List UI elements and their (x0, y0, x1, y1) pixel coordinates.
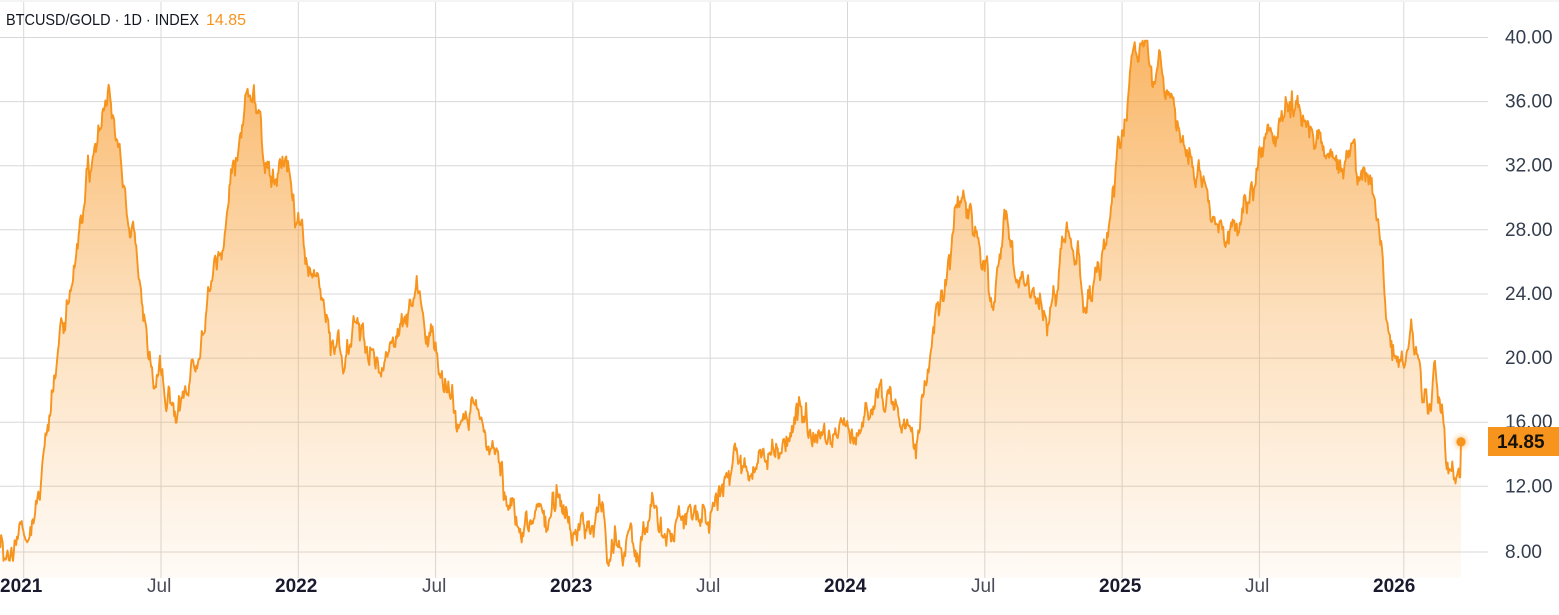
svg-text:32.00: 32.00 (1505, 156, 1553, 177)
svg-text:20.00: 20.00 (1505, 348, 1553, 369)
svg-text:14.85: 14.85 (206, 12, 246, 29)
svg-text:BTCUSD/GOLD · 1D · INDEX: BTCUSD/GOLD · 1D · INDEX (6, 12, 199, 29)
svg-text:Jul: Jul (696, 576, 720, 597)
svg-text:36.00: 36.00 (1505, 92, 1553, 113)
svg-text:8.00: 8.00 (1505, 542, 1542, 563)
svg-text:40.00: 40.00 (1505, 28, 1553, 49)
svg-text:2022: 2022 (275, 576, 317, 597)
svg-text:Jul: Jul (422, 576, 446, 597)
svg-text:2024: 2024 (824, 576, 867, 597)
svg-text:2026: 2026 (1373, 576, 1415, 597)
svg-text:2025: 2025 (1099, 576, 1142, 597)
svg-text:Jul: Jul (971, 576, 995, 597)
svg-text:12.00: 12.00 (1505, 476, 1553, 497)
svg-text:Jul: Jul (1245, 576, 1269, 597)
svg-text:28.00: 28.00 (1505, 220, 1553, 241)
svg-text:Jul: Jul (147, 576, 171, 597)
svg-text:2021: 2021 (0, 576, 43, 597)
svg-text:24.00: 24.00 (1505, 284, 1553, 305)
svg-text:2023: 2023 (550, 576, 592, 597)
svg-text:14.85: 14.85 (1497, 432, 1545, 453)
